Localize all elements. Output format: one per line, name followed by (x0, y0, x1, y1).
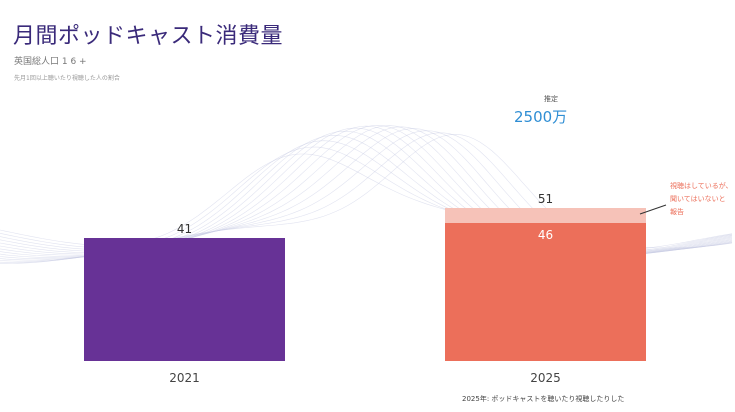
page-subtitle: 英国総人口 1 6 + (14, 57, 87, 67)
x-tick-label-2021: 2021 (169, 371, 200, 385)
bar-2021-main (84, 238, 285, 361)
bar-2025-main (445, 223, 646, 361)
estimate-label: 推定 (544, 95, 558, 103)
bar-total-label-2025: 51 (538, 192, 553, 206)
page-note: 先月1回以上聴いたり視聴した人の割合 (14, 75, 120, 82)
footnote: 2025年: ポッドキャストを聴いたり視聴したりした (462, 395, 625, 403)
page-title: 月間ポッドキャスト消費量 (13, 24, 284, 49)
estimate-value: 2500万 (514, 108, 568, 126)
bar-inner-label-2025: 46 (538, 228, 553, 242)
annotation-leader-line (639, 204, 667, 215)
watch-only-annotation: 視聴はしているが､聞いてはいないと報告 (670, 182, 730, 216)
bar-total-label-2021: 41 (177, 222, 192, 236)
bar-2025-watch-only (445, 208, 646, 223)
x-tick-label-2025: 2025 (530, 371, 561, 385)
